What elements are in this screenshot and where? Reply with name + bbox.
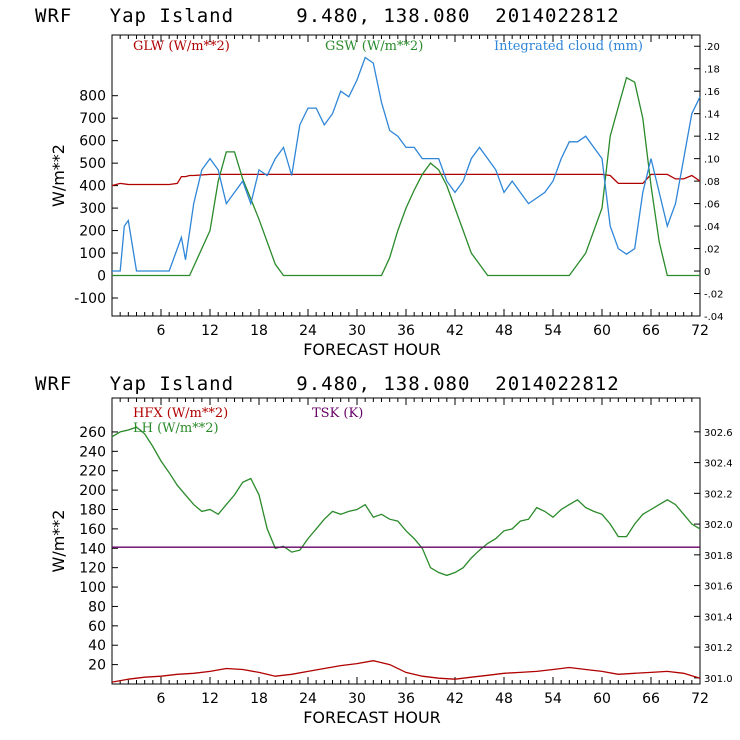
chart2-x-tick-label: 60: [593, 691, 611, 707]
chart1-y2-tick-label: .10: [704, 155, 720, 166]
chart2-plot-frame: [111, 397, 701, 685]
chart1-x-tick-label: 72: [691, 323, 709, 339]
header-coords: 9.480, 138.080: [296, 5, 471, 27]
chart2-y2-tick-label: 302.2: [704, 489, 733, 500]
chart1-x-axis-label: FORECAST HOUR: [303, 340, 441, 359]
chart2-x-tick-label: 48: [495, 691, 513, 707]
chart2-x-tick-label: 54: [544, 691, 562, 707]
chart1-series-line-2: [112, 56, 701, 272]
chart2-y-tick-label: 100: [79, 580, 106, 596]
chart2-x-tick-label: 30: [348, 691, 366, 707]
chart1-y-tick-label: 700: [79, 111, 106, 127]
chart1-y-tick-label: 500: [79, 156, 106, 172]
header-model: WRF: [35, 5, 73, 27]
chart2-legend-entry: HFX (W/m**2): [133, 406, 228, 421]
chart1-x-tick-label: 60: [593, 323, 611, 339]
chart2-y-tick-label: 260: [79, 425, 106, 441]
chart1-x-tick-label: 66: [642, 323, 660, 339]
chart2-series-line-0: [111, 660, 701, 683]
chart2-y-axis-label: W/m**2: [49, 510, 68, 573]
chart2-y2-tick-label: 301.8: [704, 551, 733, 562]
chart2-x-tick-label: 72: [691, 691, 709, 707]
chart2-y2-tick-label: 301.0: [704, 674, 733, 685]
header-location: Yap Island: [109, 5, 235, 27]
header-init: 2014022812: [495, 5, 620, 27]
chart2-y2-tick-label: 301.4: [704, 612, 733, 623]
header-model: WRF: [35, 373, 73, 395]
chart2-x-tick-label: 24: [299, 691, 317, 707]
chart1-y-tick-label: 600: [79, 134, 106, 150]
chart1-y2-tick-label: .02: [704, 245, 720, 256]
chart2-y-tick-label: 200: [79, 483, 106, 499]
chart1-x-tick-label: 42: [446, 323, 464, 339]
chart1-y2-tick-label: .04: [704, 222, 720, 233]
chart1-y2-tick-label: -.04: [704, 312, 724, 323]
chart2-x-tick-label: 6: [157, 691, 166, 707]
chart1-y2-tick-label: .14: [704, 110, 720, 121]
chart2-legend-entry: TSK (K): [312, 406, 363, 421]
chart2-y-tick-label: 160: [79, 522, 106, 538]
chart2-y2-tick-label: 301.6: [704, 582, 733, 593]
chart1-y-tick-label: 400: [79, 179, 106, 195]
header-coords: 9.480, 138.080: [296, 373, 471, 395]
chart2-series-line-1: [111, 426, 701, 577]
chart1-legend-entry: GLW (W/m**2): [133, 39, 230, 54]
chart1-y-axis-label: W/m**2: [49, 144, 68, 207]
header-init: 2014022812: [495, 373, 620, 395]
chart2-x-tick-label: 18: [250, 691, 268, 707]
chart1-x-tick-label: 18: [250, 323, 268, 339]
chart2-y-tick-label: 20: [88, 658, 106, 674]
chart2-legend-entry: LH (W/m**2): [133, 421, 219, 436]
chart1-series-line-0: [111, 173, 701, 187]
chart1-x-tick-label: 6: [157, 323, 166, 339]
chart2-y2-tick-label: 302.0: [704, 520, 733, 531]
chart1-x-tick-label: 30: [348, 323, 366, 339]
chart1-x-tick-label: 36: [397, 323, 415, 339]
chart2-y-tick-label: 140: [79, 541, 106, 557]
chart1-y-tick-label: 200: [79, 224, 106, 240]
chart2-x-tick-label: 12: [201, 691, 219, 707]
chart2-y-tick-label: 40: [88, 638, 106, 654]
chart1-header: WRF Yap Island 9.480, 138.080 2014022812: [35, 5, 620, 27]
chart1-y2-tick-label: .12: [704, 132, 720, 143]
chart1-y2-tick-label: .08: [704, 177, 720, 188]
chart2-header: WRF Yap Island 9.480, 138.080 2014022812: [35, 373, 620, 395]
chart1-legend-entry: GSW (W/m**2): [325, 39, 423, 54]
chart2-x-axis-label: FORECAST HOUR: [303, 708, 441, 727]
chart1-x-tick-label: 24: [299, 323, 317, 339]
chart2-y2-tick-label: 301.2: [704, 643, 733, 654]
chart2-x-tick-label: 66: [642, 691, 660, 707]
chart1-y2-tick-label: -.02: [704, 290, 724, 301]
chart1-y2-tick-label: .18: [704, 65, 720, 76]
chart2-y-tick-label: 120: [79, 561, 106, 577]
chart2-y2-tick-label: 302.4: [704, 459, 733, 470]
chart1-y-tick-label: -100: [74, 291, 106, 307]
chart2-y-tick-label: 220: [79, 464, 106, 480]
chart1-y-tick-label: 300: [79, 201, 106, 217]
chart1-plot-frame: [111, 34, 701, 317]
chart1-y2-tick-label: .20: [704, 42, 720, 53]
chart2-y-tick-label: 80: [88, 599, 106, 615]
chart1-x-tick-label: 54: [544, 323, 562, 339]
chart1-y2-tick-label: .06: [704, 200, 720, 211]
chart1-y-tick-label: 0: [97, 269, 106, 285]
chart1-y2-tick-label: 0: [704, 267, 710, 278]
chart1-y-tick-label: 100: [79, 246, 106, 262]
chart2-y-tick-label: 60: [88, 619, 106, 635]
chart1-series-line-1: [112, 76, 700, 277]
chart2-y2-tick-label: 302.6: [704, 428, 733, 439]
chart2-y-tick-label: 240: [79, 444, 106, 460]
chart1-legend-entry: Integrated cloud (mm): [494, 39, 643, 54]
chart2-x-tick-label: 36: [397, 691, 415, 707]
chart2-y-tick-label: 180: [79, 502, 106, 518]
header-location: Yap Island: [109, 373, 235, 395]
chart1-y2-tick-label: .16: [704, 87, 720, 98]
chart1-x-tick-label: 48: [495, 323, 513, 339]
chart1-y-tick-label: 800: [79, 89, 106, 105]
chart2-x-tick-label: 42: [446, 691, 464, 707]
chart1-x-tick-label: 12: [201, 323, 219, 339]
